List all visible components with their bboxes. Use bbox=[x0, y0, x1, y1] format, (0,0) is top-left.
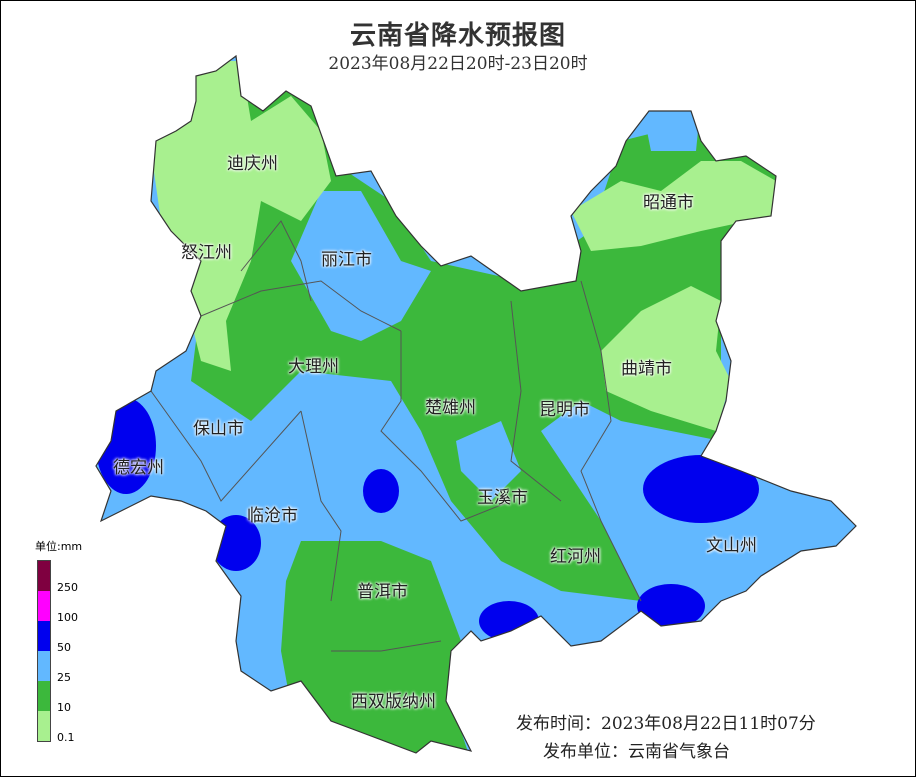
prefecture-boundaries bbox=[150, 220, 642, 652]
rain-area-0.1-10 bbox=[601, 286, 731, 431]
legend: 单位:mm 250 100 50 25 10 0.1 bbox=[35, 538, 83, 744]
map-title: 云南省降水预报图 bbox=[349, 21, 566, 51]
region-label-zhaotong: 昭通市 bbox=[643, 193, 694, 213]
rain-area-50-100 bbox=[637, 584, 705, 628]
legend-swatch bbox=[37, 560, 51, 591]
region-label-xishuangbanna: 西双版纳州 bbox=[351, 692, 436, 712]
region-label-qujing: 曲靖市 bbox=[621, 359, 672, 379]
legend-swatch bbox=[37, 621, 51, 651]
legend-tick-label: 250 bbox=[57, 581, 78, 594]
region-label-dehong: 德宏州 bbox=[113, 458, 164, 478]
issue-time: 发布时间：2023年08月22日11时07分 bbox=[516, 714, 816, 734]
rain-area-25-50 bbox=[456, 421, 521, 501]
legend-swatch bbox=[37, 711, 51, 741]
region-label-yuxi: 玉溪市 bbox=[477, 488, 528, 508]
rain-area-0.1-10 bbox=[151, 61, 331, 371]
footer: 发布时间：2023年08月22日11时07分 发布单位：云南省气象台 bbox=[516, 709, 816, 765]
legend-title: 单位:mm bbox=[35, 540, 83, 553]
region-label-puer: 普洱市 bbox=[357, 582, 408, 602]
issuer: 发布单位：云南省气象台 bbox=[543, 742, 730, 762]
region-label-diqing: 迪庆州 bbox=[227, 154, 278, 174]
legend-swatch bbox=[37, 681, 51, 711]
region-label-dali: 大理州 bbox=[288, 357, 339, 377]
legend-swatch bbox=[37, 651, 51, 681]
region-label-kunming: 昆明市 bbox=[539, 400, 590, 420]
rain-area-50-100 bbox=[96, 398, 156, 494]
region-label-lijiang: 丽江市 bbox=[321, 250, 372, 270]
region-label-chuxiong: 楚雄州 bbox=[425, 398, 476, 418]
region-label-honghe: 红河州 bbox=[550, 547, 601, 567]
map-subtitle: 2023年08月22日20时-23日20时 bbox=[328, 54, 588, 74]
legend-tick-label: 25 bbox=[57, 671, 71, 684]
legend-tick-label: 0.1 bbox=[57, 731, 75, 744]
rain-area-50-100 bbox=[643, 455, 759, 523]
region-label-lincang: 临沧市 bbox=[247, 506, 298, 526]
region-label-wenshan: 文山州 bbox=[706, 536, 757, 556]
legend-tick-label: 50 bbox=[57, 641, 71, 654]
rain-area-25-50 bbox=[291, 191, 431, 341]
legend-tick-label: 10 bbox=[57, 701, 71, 714]
region-label-nujiang: 怒江州 bbox=[181, 243, 232, 263]
legend-tick-label: 100 bbox=[57, 611, 78, 624]
rain-area-25-50 bbox=[641, 101, 701, 151]
region-label-baoshan: 保山市 bbox=[193, 419, 244, 439]
legend-swatch bbox=[37, 591, 51, 621]
rain-area-50-100 bbox=[363, 469, 399, 513]
rain-area-0.1-10 bbox=[571, 161, 776, 251]
